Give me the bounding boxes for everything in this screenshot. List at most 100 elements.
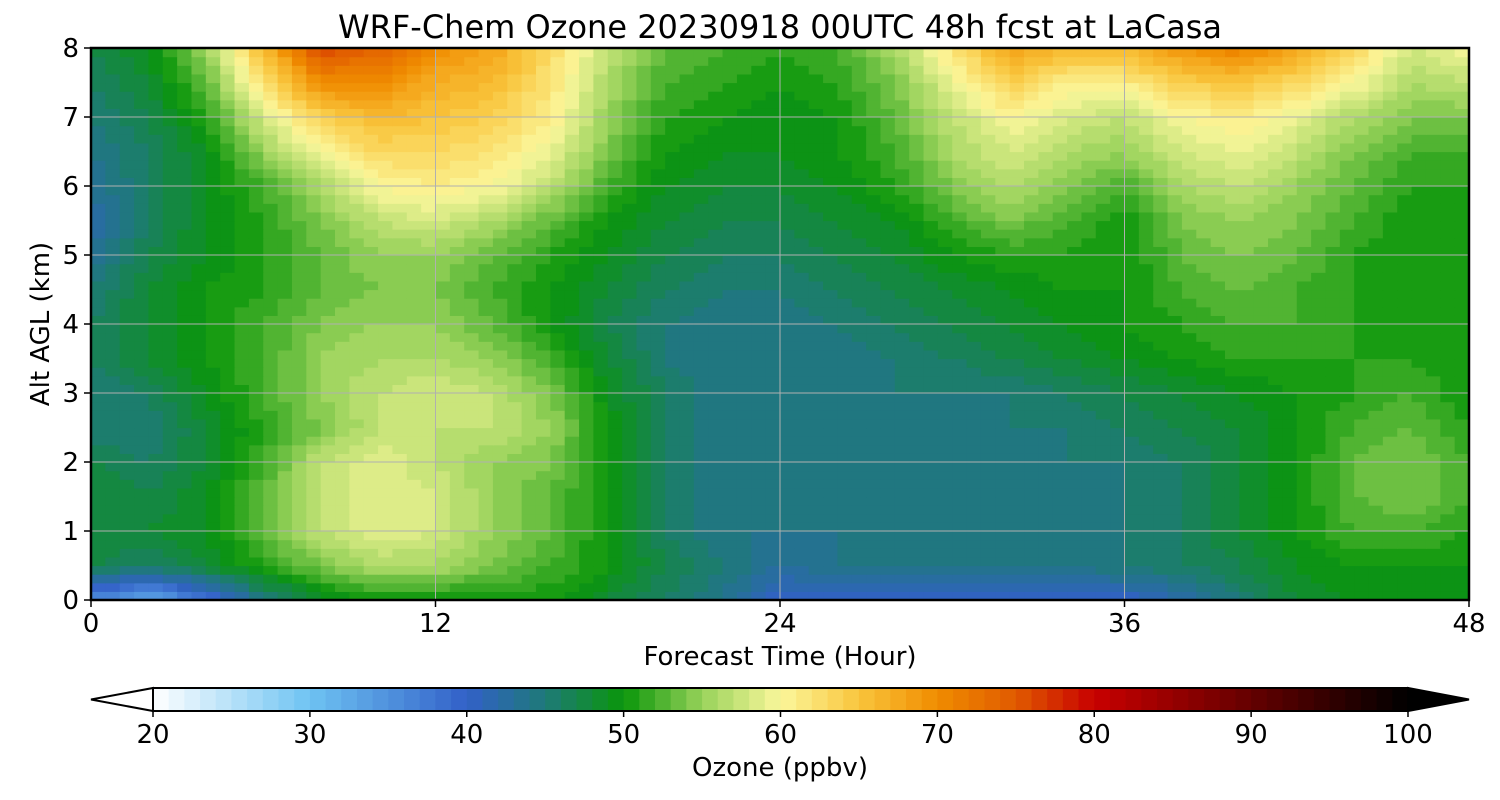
heatmap-cell bbox=[1425, 280, 1441, 291]
heatmap-cell bbox=[234, 349, 250, 360]
heatmap-cell bbox=[378, 211, 394, 222]
heatmap-cell bbox=[1052, 272, 1068, 282]
heatmap-cell bbox=[1411, 332, 1427, 342]
heatmap-cell bbox=[564, 237, 580, 247]
heatmap-cell bbox=[449, 393, 465, 403]
heatmap-cell bbox=[923, 349, 939, 360]
heatmap-cell bbox=[162, 418, 178, 429]
heatmap-cell bbox=[1153, 332, 1169, 342]
heatmap-cell bbox=[162, 151, 178, 161]
heatmap-cell bbox=[349, 591, 365, 601]
heatmap-cell bbox=[736, 513, 752, 523]
heatmap-cell bbox=[1224, 462, 1240, 472]
heatmap-cell bbox=[435, 324, 451, 334]
heatmap-cell bbox=[507, 548, 523, 558]
heatmap-cell bbox=[980, 574, 996, 584]
heatmap-cell bbox=[1268, 263, 1283, 273]
heatmap-cell bbox=[1425, 522, 1441, 532]
heatmap-cell bbox=[1196, 177, 1212, 187]
heatmap-cell bbox=[564, 332, 580, 342]
heatmap-cell bbox=[937, 522, 953, 532]
heatmap-cell bbox=[995, 324, 1011, 334]
heatmap-cell bbox=[535, 591, 551, 601]
heatmap-cell bbox=[808, 168, 824, 178]
heatmap-cell bbox=[349, 427, 365, 437]
heatmap-cell bbox=[277, 306, 293, 316]
heatmap-cell bbox=[335, 479, 350, 489]
heatmap-cell bbox=[492, 298, 508, 308]
heatmap-cell bbox=[1067, 582, 1083, 592]
heatmap-cell bbox=[1196, 582, 1212, 592]
heatmap-cell bbox=[478, 513, 494, 523]
heatmap-cell bbox=[148, 427, 164, 437]
heatmap-cell bbox=[966, 341, 982, 351]
heatmap-cell bbox=[535, 393, 551, 403]
heatmap-cell bbox=[780, 513, 795, 523]
heatmap-cell bbox=[1181, 393, 1197, 403]
heatmap-cell bbox=[263, 272, 279, 282]
heatmap-cell bbox=[478, 487, 494, 498]
heatmap-cell bbox=[1397, 548, 1413, 558]
heatmap-cell bbox=[291, 470, 307, 480]
heatmap-cell bbox=[650, 220, 666, 230]
heatmap-cell bbox=[980, 470, 996, 480]
heatmap-cell bbox=[435, 151, 451, 161]
heatmap-cell bbox=[1110, 186, 1126, 196]
heatmap-cell bbox=[320, 315, 336, 325]
heatmap-cell bbox=[1253, 505, 1269, 515]
heatmap-cell bbox=[1009, 393, 1025, 403]
heatmap-cell bbox=[894, 470, 910, 480]
heatmap-cell bbox=[1253, 237, 1269, 247]
heatmap-cell bbox=[866, 160, 882, 170]
heatmap-cell bbox=[736, 384, 752, 394]
heatmap-cell bbox=[952, 453, 968, 463]
heatmap-cell bbox=[421, 574, 437, 584]
heatmap-cell bbox=[851, 453, 867, 463]
heatmap-cell bbox=[593, 436, 609, 446]
heatmap-cell bbox=[1052, 367, 1068, 377]
heatmap-cell bbox=[980, 367, 996, 377]
heatmap-cell bbox=[1282, 332, 1298, 342]
heatmap-cell bbox=[177, 410, 193, 420]
heatmap-cell bbox=[1253, 324, 1269, 334]
heatmap-cell bbox=[1067, 255, 1083, 265]
heatmap-cell bbox=[995, 436, 1011, 446]
heatmap-cell bbox=[1196, 211, 1212, 222]
heatmap-cell bbox=[1081, 203, 1097, 213]
heatmap-cell bbox=[564, 453, 580, 463]
heatmap-cell bbox=[378, 341, 394, 351]
heatmap-cell bbox=[435, 255, 451, 265]
heatmap-cell bbox=[1268, 186, 1283, 196]
heatmap-cell bbox=[1354, 591, 1370, 601]
heatmap-cell bbox=[1354, 220, 1370, 230]
heatmap-cell bbox=[119, 168, 135, 178]
heatmap-cell bbox=[320, 531, 336, 541]
heatmap-cell bbox=[162, 255, 178, 265]
heatmap-cell bbox=[134, 487, 150, 498]
heatmap-cell bbox=[607, 203, 623, 213]
heatmap-cell bbox=[119, 582, 135, 592]
heatmap-cell bbox=[91, 349, 106, 360]
heatmap-cell bbox=[349, 367, 365, 377]
heatmap-cell bbox=[177, 280, 193, 291]
heatmap-cell bbox=[291, 453, 307, 463]
heatmap-cell bbox=[1210, 375, 1226, 385]
heatmap-cell bbox=[665, 186, 681, 196]
heatmap-cell bbox=[923, 548, 939, 558]
heatmap-cell bbox=[277, 496, 293, 506]
heatmap-cell bbox=[535, 168, 551, 178]
heatmap-cell bbox=[349, 211, 365, 222]
heatmap-cell bbox=[679, 496, 695, 506]
heatmap-cell bbox=[464, 582, 480, 592]
heatmap-cell bbox=[205, 418, 221, 429]
heatmap-cell bbox=[1095, 427, 1111, 437]
heatmap-cell bbox=[421, 246, 437, 256]
heatmap-cell bbox=[593, 479, 609, 489]
heatmap-cell bbox=[105, 393, 121, 403]
heatmap-cell bbox=[363, 487, 379, 498]
heatmap-cell bbox=[736, 470, 752, 480]
heatmap-cell bbox=[1067, 444, 1083, 454]
heatmap-cell bbox=[421, 513, 437, 523]
heatmap-cell bbox=[1024, 280, 1039, 291]
heatmap-cell bbox=[1268, 487, 1283, 498]
